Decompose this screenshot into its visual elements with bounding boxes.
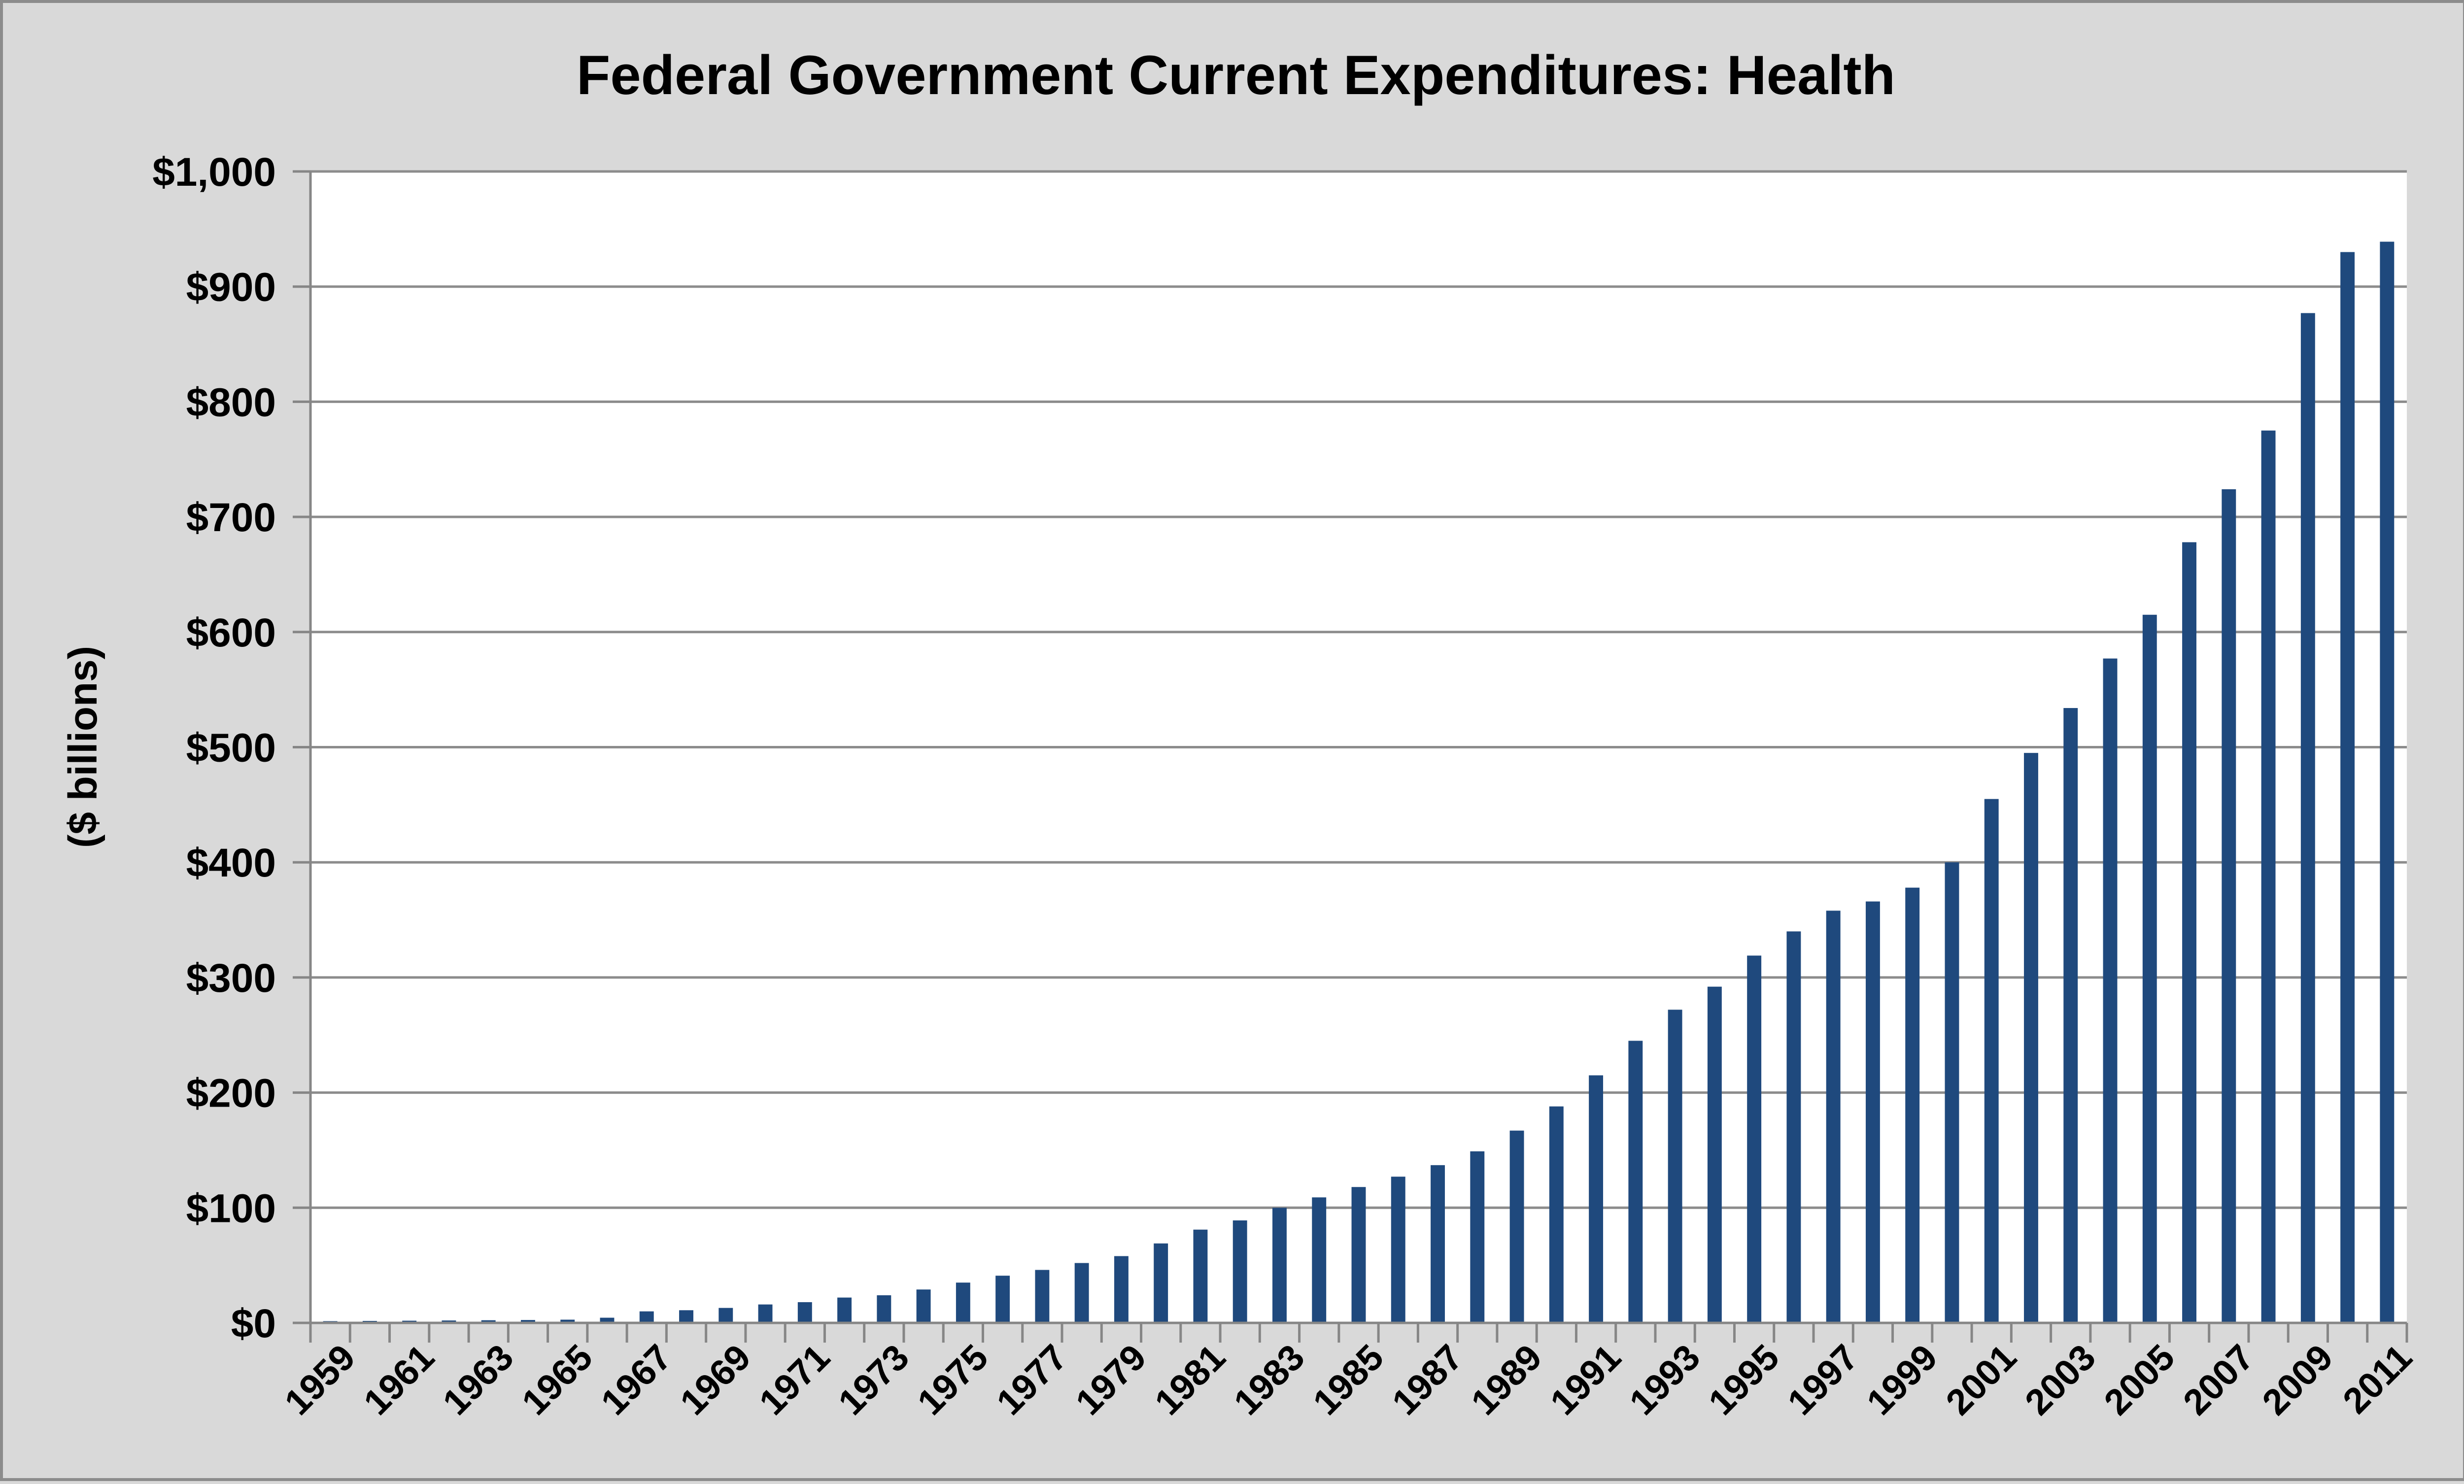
y-tick-label: $400 <box>186 841 276 885</box>
bar-1987 <box>1431 1165 1445 1323</box>
bar-1972 <box>837 1297 852 1323</box>
x-tick-label: 1991 <box>1542 1337 1629 1423</box>
y-tick-label: $300 <box>186 956 276 1001</box>
bar-1983 <box>1272 1208 1287 1323</box>
bar-1973 <box>877 1295 891 1323</box>
y-tick-label: $100 <box>186 1186 276 1231</box>
bar-1997 <box>1826 911 1841 1323</box>
bar-1991 <box>1589 1075 1604 1323</box>
chart-svg: Federal Government Current Expenditures:… <box>61 44 2420 1423</box>
bar-1994 <box>1707 986 1722 1323</box>
bar-2004 <box>2103 658 2118 1323</box>
bar-1968 <box>679 1310 693 1323</box>
bar-1964 <box>521 1320 535 1323</box>
bar-1986 <box>1391 1177 1405 1323</box>
bar-2010 <box>2340 252 2355 1323</box>
bar-1988 <box>1470 1151 1485 1323</box>
y-axis-label: ($ billions) <box>61 646 105 848</box>
x-tick-label: 1987 <box>1384 1337 1471 1423</box>
gridlines <box>310 170 2407 1209</box>
bar-1969 <box>719 1308 733 1323</box>
bar-1984 <box>1312 1197 1327 1323</box>
y-tick-label: $700 <box>186 495 276 540</box>
x-tick-label: 2005 <box>2096 1337 2182 1423</box>
x-tick-label: 1989 <box>1463 1337 1549 1423</box>
y-tick-label: $0 <box>231 1301 276 1346</box>
x-tick-label: 1967 <box>593 1337 679 1423</box>
bar-1980 <box>1154 1243 1168 1323</box>
x-tick-label: 2001 <box>1938 1337 2024 1423</box>
x-tick-label: 1977 <box>989 1337 1075 1423</box>
bar-1977 <box>1035 1270 1050 1323</box>
x-tick-label: 2003 <box>2017 1337 2103 1423</box>
bar-1970 <box>758 1304 773 1323</box>
bar-1966 <box>600 1317 615 1323</box>
bar-1975 <box>956 1282 970 1323</box>
x-tick-label: 1965 <box>514 1337 600 1423</box>
bar-2000 <box>1945 862 1959 1323</box>
bar-1965 <box>560 1319 575 1323</box>
bar-1995 <box>1747 955 1762 1323</box>
y-tick-labels: $0 $100 $200 $300 $400 $500 $600 $700 $800 $900 $1… <box>152 150 276 1346</box>
x-tick-label: 2011 <box>2335 1337 2420 1421</box>
bar-2006 <box>2182 542 2196 1323</box>
bar-2008 <box>2261 430 2276 1323</box>
x-tick-label: 1959 <box>276 1337 363 1423</box>
chart-title: Federal Government Current Expenditures:… <box>577 44 1895 106</box>
x-tick-label: 2007 <box>2175 1337 2261 1423</box>
bar-1967 <box>639 1311 654 1323</box>
x-tick-label: 1983 <box>1226 1337 1312 1423</box>
bar-2001 <box>1984 799 1999 1323</box>
bar-1976 <box>995 1276 1010 1323</box>
bar-2011 <box>2380 241 2395 1323</box>
bar-1963 <box>481 1320 496 1323</box>
bar-2003 <box>2063 708 2078 1323</box>
bar-1992 <box>1628 1041 1643 1323</box>
bars <box>323 241 2395 1323</box>
bar-2009 <box>2300 313 2315 1323</box>
bar-1982 <box>1232 1220 1247 1323</box>
bar-1989 <box>1509 1130 1524 1323</box>
bar-2007 <box>2222 489 2236 1323</box>
x-tick-label: 1973 <box>830 1337 917 1423</box>
y-tick-label: $800 <box>186 380 276 425</box>
bar-1993 <box>1668 1010 1682 1323</box>
bar-1978 <box>1074 1263 1089 1323</box>
bar-2002 <box>2024 753 2038 1323</box>
bar-1999 <box>1905 887 1920 1323</box>
bar-1974 <box>916 1289 931 1323</box>
x-tick-label: 1999 <box>1859 1337 1945 1423</box>
x-tick-label: 1963 <box>435 1337 521 1423</box>
x-tick-label: 1995 <box>1701 1337 1787 1423</box>
bar-1979 <box>1114 1256 1129 1323</box>
bar-1981 <box>1193 1229 1208 1323</box>
x-tick-label: 1979 <box>1068 1337 1154 1423</box>
x-tick-label: 1961 <box>356 1337 442 1423</box>
axes <box>293 170 2408 1343</box>
x-tick-labels: 1959196119631965196719691971197319751977… <box>276 1337 2420 1423</box>
x-tick-label: 1985 <box>1305 1337 1391 1423</box>
bar-1990 <box>1549 1106 1564 1323</box>
bar-2005 <box>2142 614 2157 1323</box>
bar-1971 <box>797 1302 812 1323</box>
y-tick-label: $600 <box>186 610 276 655</box>
x-tick-label: 1975 <box>910 1337 996 1423</box>
bar-1998 <box>1865 901 1880 1323</box>
y-tick-label: $1,000 <box>152 150 276 195</box>
y-tick-label: $900 <box>186 265 276 310</box>
y-tick-label: $200 <box>186 1071 276 1116</box>
bar-1996 <box>1786 931 1801 1323</box>
x-tick-label: 1997 <box>1780 1337 1866 1423</box>
x-tick-label: 2009 <box>2255 1337 2341 1423</box>
y-tick-label: $500 <box>186 726 276 771</box>
x-tick-label: 1971 <box>752 1337 838 1423</box>
x-tick-label: 1969 <box>672 1337 758 1423</box>
x-tick-label: 1993 <box>1621 1337 1708 1423</box>
bar-1985 <box>1351 1187 1366 1323</box>
x-tick-label: 1981 <box>1147 1337 1233 1423</box>
